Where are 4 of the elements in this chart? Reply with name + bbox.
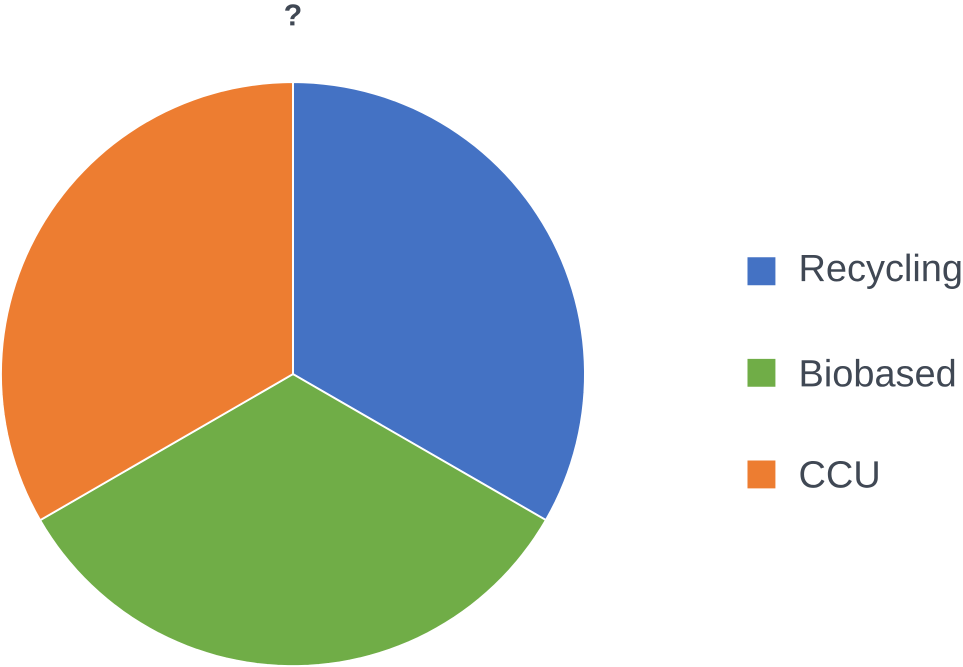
legend-label: CCU — [800, 460, 878, 488]
legend-label: Recycling — [802, 254, 961, 289]
chart-title: ? — [285, 4, 300, 26]
legend-label: Biobased — [802, 358, 954, 387]
